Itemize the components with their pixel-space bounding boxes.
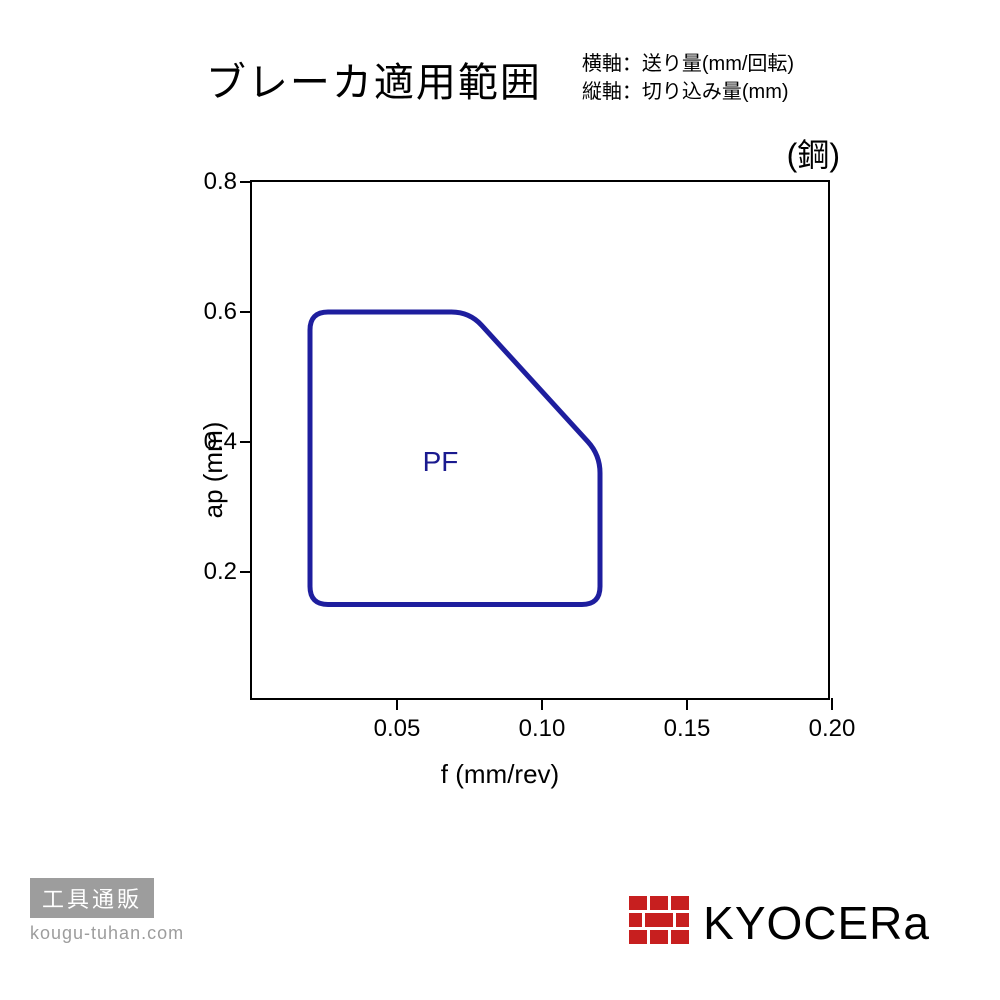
region-label: PF: [423, 446, 459, 478]
chart-title: ブレーカ適用範囲: [206, 50, 542, 108]
brand-icon: [629, 896, 689, 950]
y-tick: [240, 311, 252, 313]
legend-x: 横軸：送り量(mm/回転): [582, 50, 794, 78]
chart-container: (鋼) ap (mm) PF 0.20.40.60.80.050.100.150…: [120, 130, 880, 810]
y-tick: [240, 181, 252, 183]
y-tick-label: 0.8: [192, 168, 237, 196]
plot-area: PF 0.20.40.60.80.050.100.150.20: [250, 180, 830, 700]
region-polygon: [252, 182, 832, 702]
x-tick: [831, 698, 833, 710]
y-tick: [240, 441, 252, 443]
watermark-box: 工具通販: [30, 878, 154, 918]
material-label: (鋼): [787, 130, 840, 176]
x-tick-label: 0.05: [374, 715, 421, 743]
y-tick-label: 0.4: [192, 428, 237, 456]
x-tick-label: 0.20: [809, 715, 856, 743]
watermark-url: kougu-tuhan.com: [30, 923, 184, 944]
legend-y: 縦軸：切り込み量(mm): [582, 78, 794, 106]
y-tick-label: 0.6: [192, 298, 237, 326]
x-tick-label: 0.10: [519, 715, 566, 743]
x-tick: [396, 698, 398, 710]
axis-legend: 横軸：送り量(mm/回転) 縦軸：切り込み量(mm): [582, 50, 794, 108]
x-tick: [686, 698, 688, 710]
y-tick: [240, 571, 252, 573]
brand-name: KYOCERa: [703, 896, 930, 950]
x-tick: [541, 698, 543, 710]
x-axis-label: f (mm/rev): [441, 759, 559, 790]
x-tick-label: 0.15: [664, 715, 711, 743]
brand-logo: KYOCERa: [629, 896, 930, 950]
y-tick-label: 0.2: [192, 558, 237, 586]
